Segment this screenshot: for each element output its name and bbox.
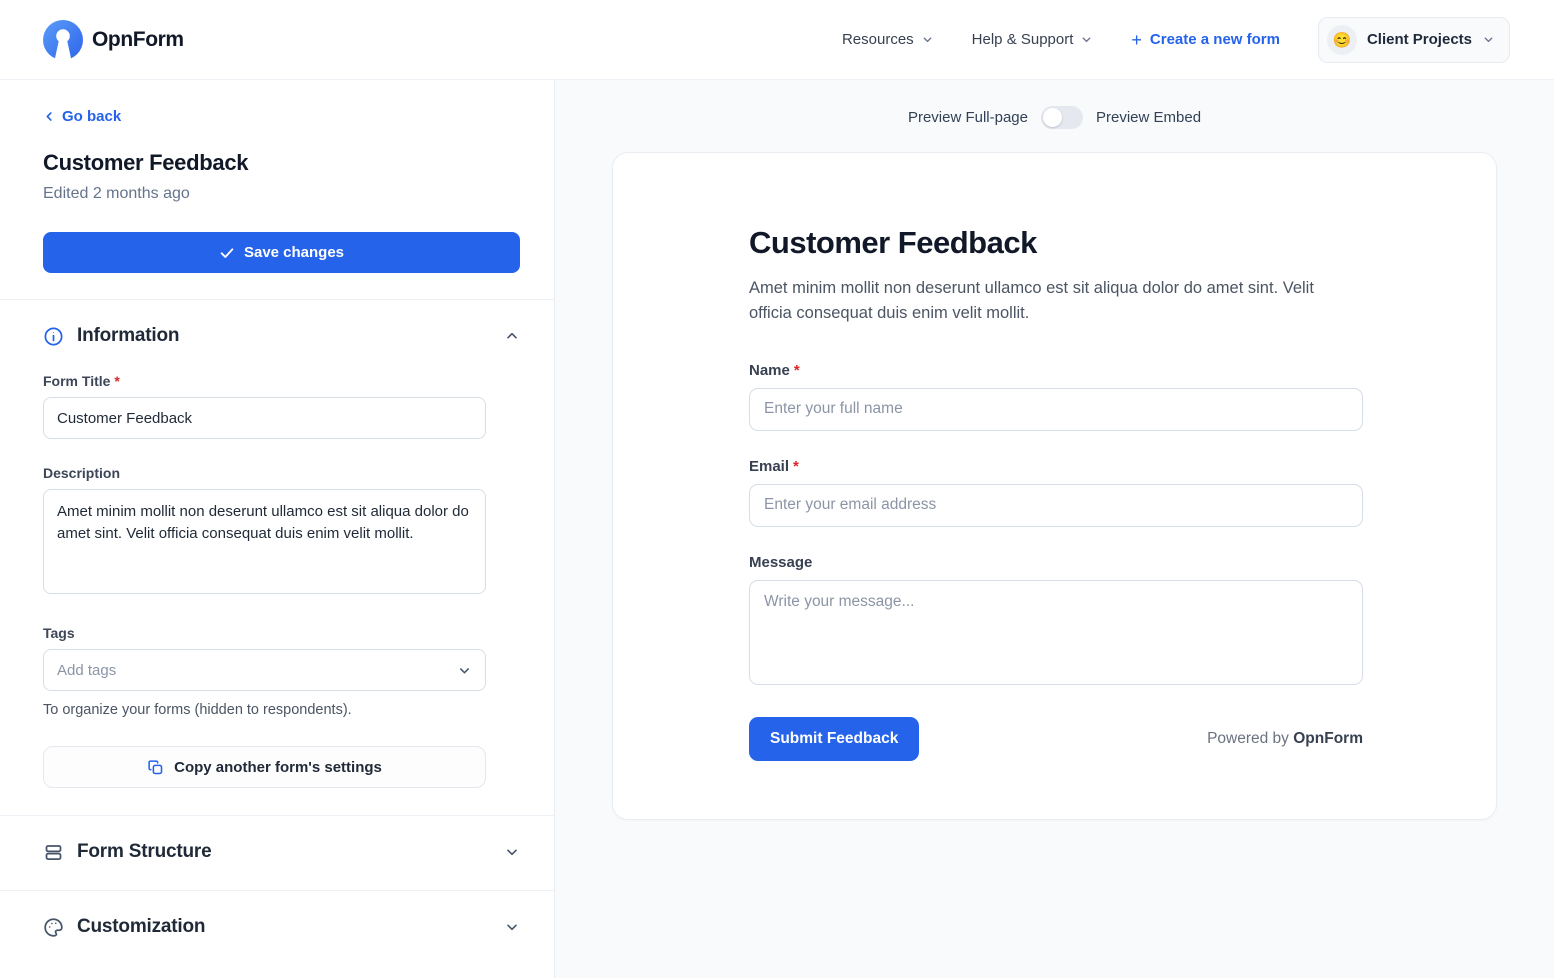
preview-name-group: Name * [749, 362, 1363, 431]
chevron-down-icon [507, 924, 517, 931]
preview-form-title: Customer Feedback [749, 225, 1037, 260]
brand-home-link[interactable]: OpnForm [43, 19, 184, 60]
workspace-emoji: 😊 [1332, 31, 1352, 49]
preview-message-label-text: Message [749, 553, 813, 571]
save-changes-button[interactable]: Save changes [43, 232, 520, 273]
preview-fullpage-label[interactable]: Preview Full-page [907, 109, 1028, 126]
form-name-heading: Customer Feedback [43, 150, 249, 175]
info-icon [44, 326, 63, 346]
preview-mode-switch: Preview Full-page Preview Embed [612, 106, 1497, 129]
workspace-name: Client Projects [1366, 31, 1472, 48]
chevron-down-icon [1484, 37, 1493, 43]
customization-section-header[interactable]: Customization [43, 916, 520, 938]
plus-icon: + [1131, 29, 1142, 50]
form-title-input[interactable] [43, 397, 486, 439]
tags-label: Tags [43, 625, 486, 641]
nav-resources-label: Resources [841, 31, 914, 48]
form-structure-section: Form Structure [0, 815, 554, 890]
chevron-up-icon [507, 332, 517, 339]
form-title-label-text: Form Title [43, 373, 111, 389]
form-structure-section-title: Form Structure [77, 841, 212, 862]
preview-email-group: Email * [749, 458, 1363, 527]
copy-form-settings-button[interactable]: Copy another form's settings [43, 746, 486, 788]
required-asterisk: * [793, 457, 799, 475]
go-back-label: Go back [62, 108, 122, 125]
preview-message-group: Message [749, 554, 1363, 690]
tags-help-text: To organize your forms (hidden to respon… [43, 702, 352, 718]
preview-name-label-text: Name [749, 361, 790, 379]
workspace-avatar: 😊 [1326, 24, 1357, 55]
nav-resources[interactable]: Resources [842, 31, 934, 48]
copy-form-settings-label: Copy another form's settings [174, 758, 382, 776]
nav-help-support-label: Help & Support [971, 31, 1074, 48]
tags-group: Tags Add tags To organize your forms (hi… [43, 625, 486, 718]
preview-form-description: Amet minim mollit non deserunt ullamco e… [749, 279, 1314, 322]
information-section-header[interactable]: Information [43, 325, 520, 347]
copy-icon [148, 759, 163, 774]
save-changes-label: Save changes [243, 244, 345, 261]
rows-icon [45, 844, 62, 860]
main-layout: Go back Customer Feedback Edited 2 month… [0, 80, 1554, 978]
submit-feedback-button[interactable]: Submit Feedback [749, 716, 920, 761]
preview-message-textarea[interactable] [749, 579, 1363, 685]
sidebar-header: Go back Customer Feedback Edited 2 month… [0, 80, 554, 299]
chevron-down-icon [1083, 37, 1091, 43]
topbar: OpnForm Resources Help & Support + Creat… [0, 0, 1554, 80]
preview-name-input[interactable] [749, 387, 1363, 431]
preview-email-input[interactable] [749, 483, 1363, 527]
powered-by[interactable]: Powered by OpnForm [1207, 730, 1363, 748]
form-structure-section-header[interactable]: Form Structure [43, 841, 520, 863]
form-preview-card: Customer Feedback Amet minim mollit non … [612, 152, 1497, 820]
description-group: Description Amet minim mollit non deseru… [43, 465, 486, 599]
top-navigation: Resources Help & Support + Create a new … [842, 16, 1510, 63]
preview-name-label: Name * [749, 362, 1360, 379]
preview-form-footer: Submit Feedback Powered by OpnForm [749, 716, 1363, 761]
information-section-title: Information [77, 325, 180, 346]
customization-section: Customization [0, 890, 554, 965]
toggle-knob [1043, 108, 1062, 127]
description-textarea[interactable]: Amet minim mollit non deserunt ullamco e… [43, 489, 486, 594]
preview-embed-label[interactable]: Preview Embed [1096, 109, 1202, 126]
tags-label-text: Tags [43, 625, 75, 641]
brand-name: OpnForm [92, 27, 184, 51]
description-label: Description [43, 465, 486, 481]
go-back-link[interactable]: Go back [43, 108, 121, 125]
last-edited-text: Edited 2 months ago [43, 185, 190, 202]
opnform-logo-icon [43, 19, 83, 60]
form-settings-sidebar: Go back Customer Feedback Edited 2 month… [0, 80, 555, 978]
palette-icon [44, 917, 63, 937]
check-icon [220, 247, 234, 258]
information-section: Information Form Title * Description Ame… [0, 299, 554, 815]
required-asterisk: * [114, 373, 120, 389]
chevron-down-icon [460, 667, 469, 673]
form-title-group: Form Title * [43, 373, 486, 439]
preview-message-label: Message [749, 554, 1360, 571]
preview-area: Preview Full-page Preview Embed Customer… [555, 80, 1554, 978]
chevron-left-icon [46, 112, 52, 121]
nav-help-support[interactable]: Help & Support [972, 31, 1094, 48]
preview-mode-toggle[interactable] [1041, 106, 1083, 129]
create-new-form-button[interactable]: + Create a new form [1131, 31, 1280, 49]
chevron-down-icon [507, 849, 517, 856]
powered-by-prefix: Powered by [1207, 729, 1289, 747]
form-title-label: Form Title * [43, 373, 486, 389]
chevron-down-icon [923, 37, 932, 43]
preview-email-label: Email * [749, 458, 1360, 475]
tags-placeholder: Add tags [57, 661, 117, 679]
required-asterisk: * [793, 361, 800, 379]
customization-section-title: Customization [77, 916, 206, 937]
tags-select[interactable]: Add tags [43, 649, 486, 691]
powered-by-brand: OpnForm [1293, 729, 1363, 747]
create-new-form-label: Create a new form [1149, 31, 1280, 48]
description-label-text: Description [43, 465, 121, 481]
preview-email-label-text: Email [749, 457, 790, 475]
workspace-switcher[interactable]: 😊 Client Projects [1317, 16, 1510, 63]
